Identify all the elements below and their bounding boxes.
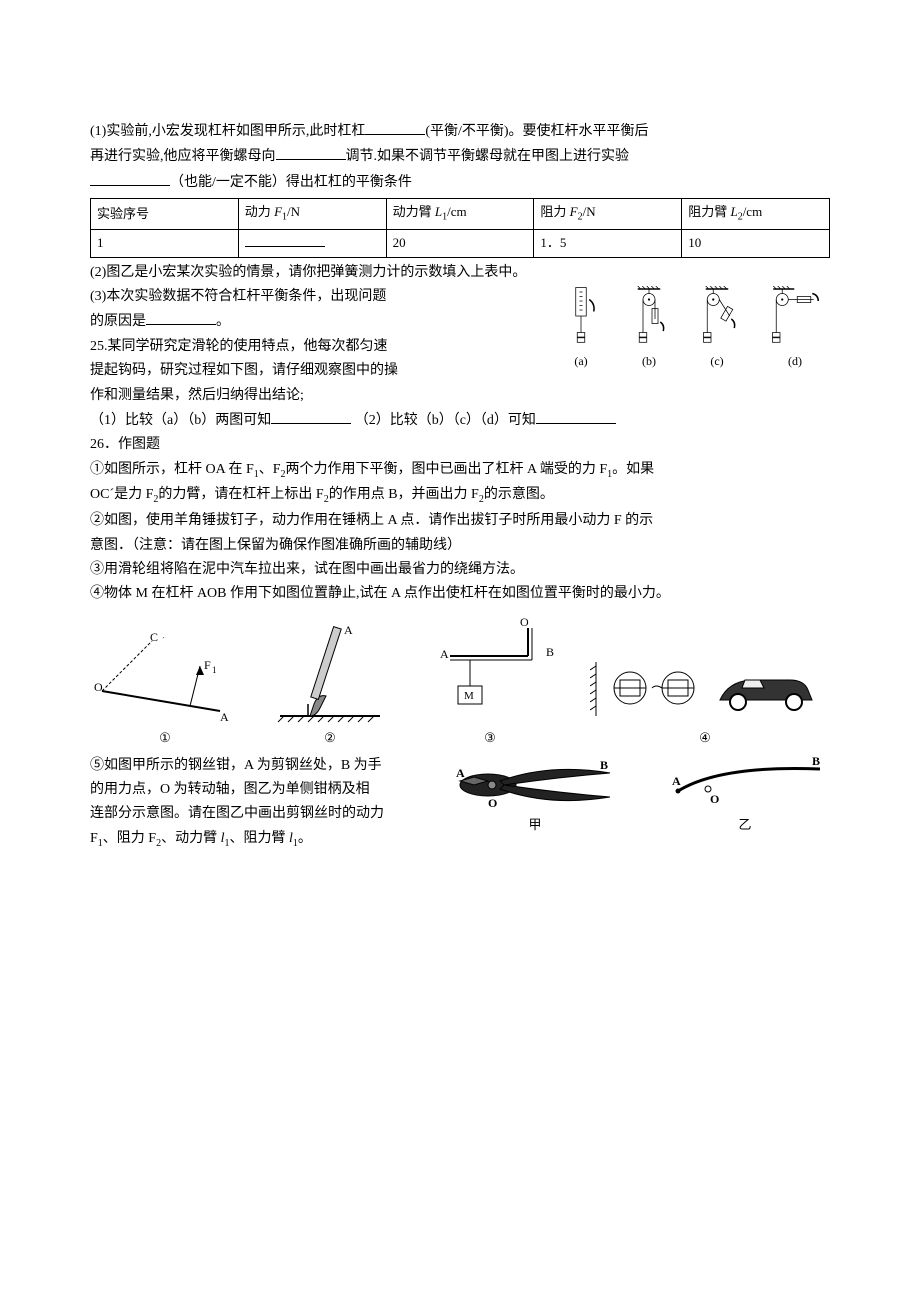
q26-2a: ②如图，使用羊角锤拔钉子，动力作用在锤柄上 A 点．请作出拔钉子时所用最小动力 … [90,510,830,532]
q2-text: (2)图乙是小宏某次实验的情景，请你把弹簧测力计的示数填入上表中。 [90,262,830,284]
q26-2b: 意图．（注意：请在图上保留为确保作图准确所画的辅助线） [90,535,830,557]
pliers-yi-label: 乙 [660,815,830,836]
td-L1: 20 [386,229,534,257]
label-A3: A [440,647,449,661]
fig1-label: ① [90,728,240,749]
q25-compare: （1）比较（a）（b）两图可知 （2）比较（b）（c）（d）可知 [90,409,830,432]
label-A2: A [344,623,353,637]
th-F1: 动力 F1/N [238,199,386,230]
pliers-figures: A B O 甲 A B O 乙 [450,755,830,836]
label-F1-sub: 1 [212,665,217,675]
q25-l3: 作和测量结果，然后归纳得出结论; [90,385,830,407]
pulley-c-label: (c) [710,352,723,371]
label-O: O [94,680,103,694]
blank-balance[interactable] [365,120,425,135]
fig-3: O B A M ③ [420,616,560,749]
pliers-yi: A B O 乙 [660,755,830,836]
blank-can[interactable] [90,171,170,186]
q1-l2b: 调节.如果不调节平衡螺母就在甲图上进行实验 [346,149,630,164]
th-seq: 实验序号 [91,199,239,230]
q1-line3: （也能/一定不能）得出杠杠的平衡条件 [90,171,830,194]
blank-bcd[interactable] [536,409,616,424]
q1-mid: 。要使杠杆水平平衡后 [509,124,649,139]
fig4-label: ④ [590,728,820,749]
q26-1: ①如图所示，杠杆 OA 在 F1、F2两个力作用下平衡，图中已画出了杠杆 A 端… [90,459,830,483]
q1-pre: (1)实验前,小宏发现杠杆如图甲所示,此时杠杠 [90,124,365,139]
blank-F1[interactable] [245,233,325,247]
q26-3: ③用滑轮组将陷在泥中汽车拉出来，试在图中画出最省力的绕绳方法。 [90,559,830,581]
q1-opt1: (平衡/不平衡) [425,124,508,139]
td-F2: 1．5 [534,229,682,257]
fig-4: ④ [590,656,820,749]
table-row: 1 20 1．5 10 [91,229,830,257]
q25e: （2）比较（b）（c）（d）可知 [351,413,536,428]
q25d: （1）比较（a）（b）两图可知 [90,413,271,428]
label-B3: B [546,645,554,659]
q26-1b: OC´是力 F2的力臂，请在杠杆上标出 F2的作用点 B，并画出力 F2的示意图… [90,484,830,508]
table-header: 实验序号 动力 F1/N 动力臂 L1/cm 阻力 F2/N 阻力臂 L2/cm [91,199,830,230]
pulley-b: (b) [624,286,674,371]
q1-line2: 再进行实验,他应将平衡螺母向 调节.如果不调节平衡螺母就在甲图上进行实验 [90,145,830,168]
pliers-jia-label: 甲 [450,815,620,836]
q1-line1: (1)实验前,小宏发现杠杆如图甲所示,此时杠杠 (平衡/不平衡)。要使杠杆水平平衡… [90,120,830,143]
pulley-c: (c) [692,286,742,371]
q1-l3a: （也能/一定不能）得出杠杠的平衡条件 [170,175,412,190]
label-A: A [220,710,229,724]
label-O3: O [520,616,529,629]
label-B6: B [812,755,820,768]
q1-l2a: 再进行实验,他应将平衡螺母向 [90,149,276,164]
blank-direction[interactable] [276,145,346,160]
pulley-figures: (a) (b) [556,286,830,371]
fig2-label: ② [270,728,390,749]
figure-row: O C ´ F 1 A ① A ② O B [90,616,830,749]
label-B5: B [600,758,608,772]
blank-reason[interactable] [146,310,216,325]
label-Cprime: ´ [162,636,165,645]
fig3-label: ③ [420,728,560,749]
td-F1[interactable] [238,229,386,257]
pulley-d-label: (d) [788,352,802,371]
label-A6: A [672,774,681,788]
label-F1: F [204,658,211,672]
label-O5: O [488,796,497,810]
td-seq: 1 [91,229,239,257]
label-O6: O [710,792,719,806]
th-L2: 阻力臂 L2/cm [682,199,830,230]
q26-title: 26．作图题 [90,434,830,456]
pulley-b-label: (b) [642,352,656,371]
blank-ab[interactable] [271,409,351,424]
label-A5: A [456,766,465,780]
label-C: C [150,631,158,644]
pulley-a-label: (a) [574,352,587,371]
q26-4: ④物体 M 在杠杆 AOB 作用下如图位置静止,试在 A 点作出使杠杆在如图位置… [90,583,830,605]
td-L2: 10 [682,229,830,257]
fig-1: O C ´ F 1 A ① [90,631,240,749]
pliers-jia: A B O 甲 [450,755,620,836]
data-table: 实验序号 动力 F1/N 动力臂 L1/cm 阻力 F2/N 阻力臂 L2/cm… [90,198,830,257]
pulley-d: (d) [760,286,830,371]
label-M: M [464,690,474,702]
fig-2: A ② [270,616,390,749]
th-F2: 阻力 F2/N [534,199,682,230]
pulley-a: (a) [556,286,606,371]
th-L1: 动力臂 L1/cm [386,199,534,230]
